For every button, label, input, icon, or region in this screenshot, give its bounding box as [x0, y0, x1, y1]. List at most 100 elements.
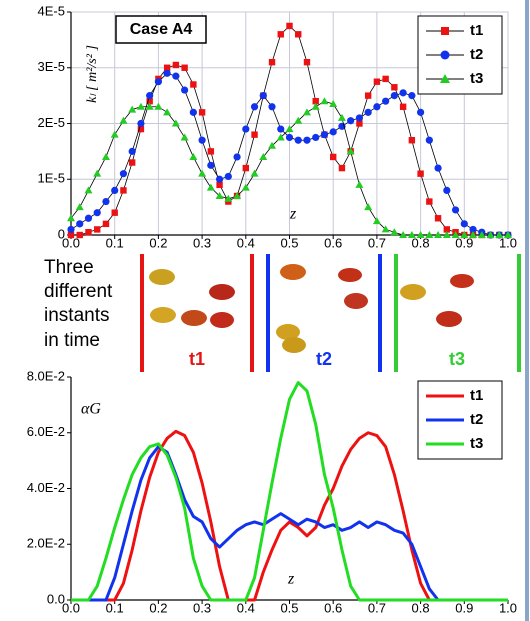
marker	[408, 92, 416, 100]
y-tick-label: 4.0E-2	[27, 480, 65, 495]
legend-marker	[441, 27, 449, 35]
marker	[347, 117, 355, 125]
marker	[276, 133, 285, 141]
marker	[451, 206, 460, 214]
bubble	[338, 268, 362, 282]
marker	[119, 170, 128, 178]
marker	[338, 164, 346, 172]
marker	[443, 226, 451, 233]
marker	[154, 78, 162, 86]
marker	[337, 113, 346, 121]
chart: 0.0 0.1 0.2 0.3 0.4 0.5 0.6 0.7 0.8 0.9 1.0 0.0 2.0E…	[27, 368, 517, 615]
bubble	[436, 311, 462, 327]
x-tick-label: 0.6	[324, 235, 342, 250]
marker	[259, 152, 268, 160]
series-line	[71, 381, 508, 602]
marker	[469, 225, 477, 234]
marker	[198, 109, 206, 116]
marker	[390, 92, 398, 100]
marker	[146, 92, 154, 100]
legend-label: t2	[470, 46, 483, 63]
marker	[268, 141, 277, 149]
y-tick-label: 4E-5	[38, 3, 65, 18]
marker	[250, 169, 259, 177]
marker	[286, 22, 293, 30]
y-tick-label: 8.0E-2	[27, 368, 65, 383]
x-tick-label: 0.0	[62, 235, 80, 250]
x-tick-label: 0.3	[193, 600, 211, 615]
marker	[320, 131, 329, 139]
marker	[294, 116, 303, 124]
marker	[224, 172, 232, 181]
marker	[128, 105, 137, 113]
marker	[163, 108, 172, 116]
bubble	[181, 310, 207, 326]
marker	[417, 170, 424, 177]
marker	[76, 220, 84, 228]
marker	[303, 58, 311, 66]
marker	[451, 231, 460, 238]
legend-label: t1	[470, 22, 483, 39]
x-tick-label: 0.1	[106, 600, 124, 615]
x-tick-label: 0.2	[149, 235, 167, 250]
legend-label: t3	[470, 70, 483, 87]
bubbles	[149, 264, 474, 353]
marker	[172, 61, 180, 69]
marker	[110, 130, 119, 138]
marker	[294, 136, 302, 144]
marker	[146, 98, 153, 105]
marker	[277, 31, 284, 38]
marker	[416, 231, 425, 238]
marker	[364, 203, 373, 211]
marker	[251, 131, 258, 138]
marker	[391, 84, 398, 91]
marker	[460, 220, 468, 228]
annotation: Case A4	[130, 21, 193, 38]
x-tick-label: 0.3	[193, 235, 211, 250]
marker	[215, 191, 224, 199]
marker	[198, 169, 207, 177]
marker	[259, 92, 267, 100]
y-tick-label: 0.0	[47, 591, 65, 606]
x-axis-label: z	[287, 571, 295, 588]
marker	[250, 103, 259, 111]
series-line	[71, 445, 508, 602]
marker	[102, 220, 110, 228]
marker	[75, 203, 84, 211]
marker	[303, 136, 311, 144]
marker	[181, 86, 189, 94]
marker	[120, 187, 127, 194]
marker	[102, 197, 110, 206]
marker	[285, 125, 294, 133]
marker	[268, 103, 276, 111]
marker	[101, 152, 110, 160]
marker	[373, 103, 381, 111]
marker	[216, 181, 223, 189]
x-tick-label: 0.0	[62, 600, 80, 615]
x-tick-label: 0.1	[106, 235, 124, 250]
marker	[373, 78, 381, 85]
marker	[495, 231, 504, 238]
x-tick-label: 0.5	[280, 235, 298, 250]
bubble	[210, 312, 234, 328]
marker	[355, 114, 364, 122]
marker	[181, 64, 188, 71]
marker	[460, 231, 469, 238]
marker	[268, 58, 276, 66]
marker	[399, 103, 407, 110]
marker	[233, 191, 242, 199]
marker	[372, 217, 381, 225]
bubble	[282, 337, 306, 353]
marker	[172, 72, 180, 80]
y-tick-label: 0	[58, 226, 65, 241]
marker	[111, 209, 118, 216]
marker	[67, 231, 75, 239]
marker	[477, 231, 486, 238]
legend-label: t3	[470, 435, 483, 452]
instant-label: t1	[189, 349, 205, 369]
marker	[285, 133, 294, 142]
marker	[417, 108, 425, 116]
y-tick-label: 3E-5	[38, 59, 65, 74]
marker	[136, 102, 145, 110]
